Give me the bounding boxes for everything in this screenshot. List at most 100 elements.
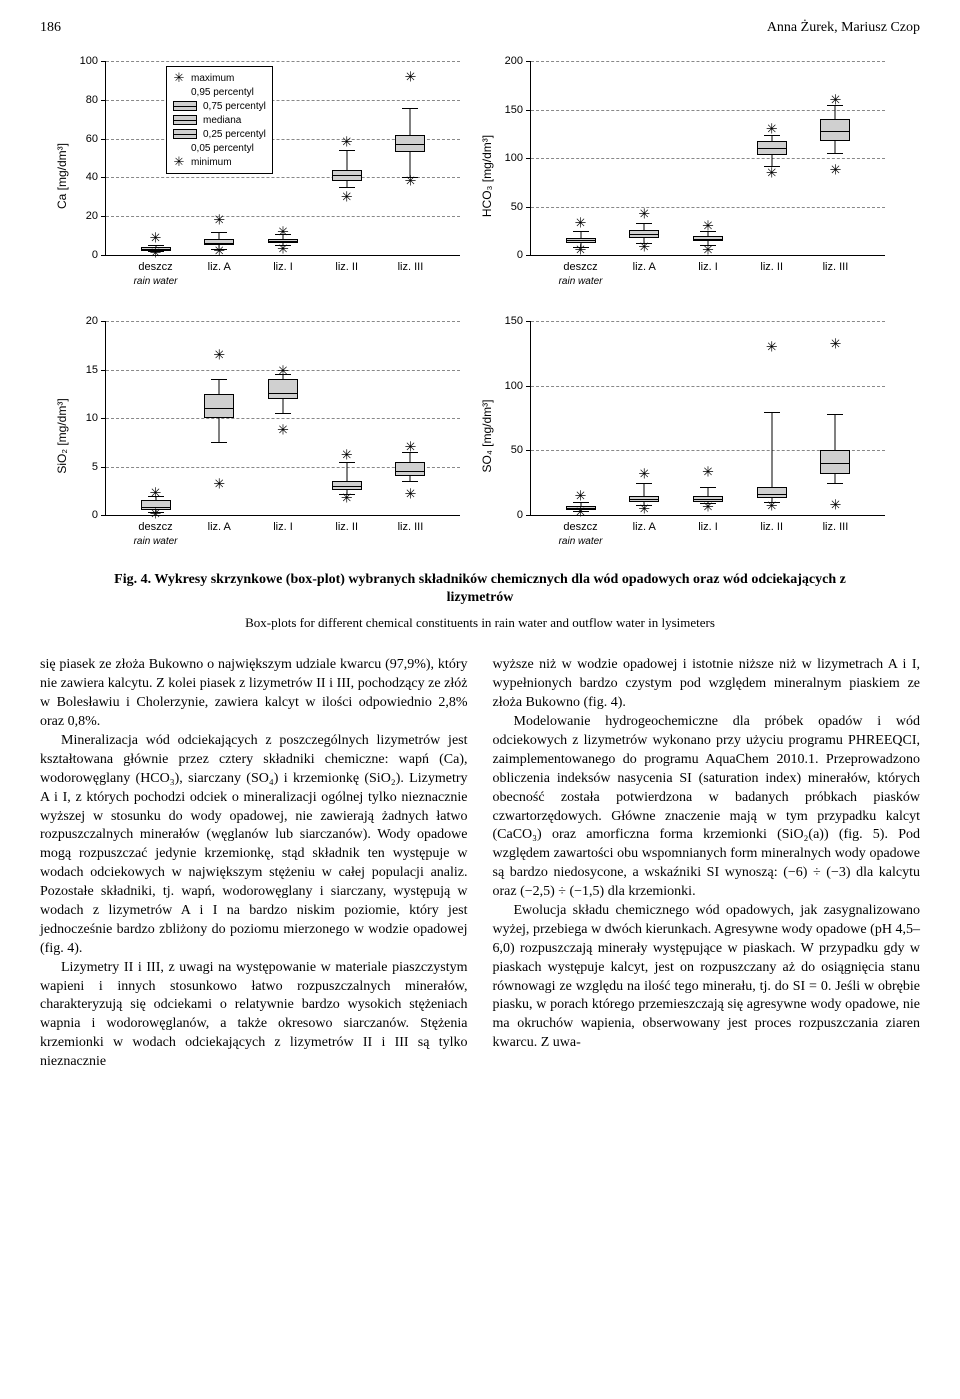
figure-subcaption: Box-plots for different chemical constit… [40,615,920,631]
outlier-star: ✳ [575,242,587,259]
page-header: 186 Anna Żurek, Mariusz Czop [40,20,920,36]
xtick-label: liz. II [335,261,358,273]
outlier-star: ✳ [277,241,289,258]
ytick-label: 100 [80,55,98,67]
legend-label: 0,95 percentyl [191,87,254,98]
xtick-label: liz. I [273,521,293,533]
outlier-star: ✳ [150,245,162,262]
plot-area: 05101520deszczrain waterliz. Aliz. Iliz.… [105,321,460,516]
boxplot-box [757,487,787,499]
outlier-star: ✳ [341,188,353,205]
ylabel: HCO₃ [mg/dm³] [480,135,494,217]
xtick-sublabel: rain water [134,536,178,547]
outlier-star: ✳ [150,484,162,501]
outlier-star: ✳ [766,164,778,181]
paragraph: Mineralizacja wód odciekających z poszcz… [40,732,468,959]
xtick-label: deszcz [563,261,597,273]
outlier-star: ✳ [766,497,778,514]
outlier-star: ✳ [575,214,587,231]
paragraph: Ewolucja składu chemicznego wód opadowyc… [493,902,921,1053]
outlier-star: ✳ [702,217,714,234]
xtick-label: liz. II [760,261,783,273]
xtick-label: liz. I [698,261,718,273]
ylabel: SiO₂ [mg/dm³] [55,398,69,473]
outlier-star: ✳ [702,242,714,259]
ytick-label: 0 [517,249,523,261]
ytick-label: 100 [505,152,523,164]
outlier-star: ✳ [213,475,225,492]
outlier-star: ✳ [638,500,650,517]
outlier-star: ✳ [277,363,289,380]
ytick-label: 80 [86,94,98,106]
xtick-label: liz. A [208,521,231,533]
figure-caption: Fig. 4. Wykresy skrzynkowe (box-plot) wy… [80,571,880,607]
ytick-label: 50 [511,444,523,456]
ytick-label: 10 [86,412,98,424]
xtick-label: liz. A [633,261,656,273]
xtick-sublabel: rain water [559,536,603,547]
boxplot-box [757,141,787,156]
boxplot-box [395,462,425,477]
xtick-label: liz. II [760,521,783,533]
boxplot-box [629,230,659,238]
ytick-label: 200 [505,55,523,67]
column-left: się piasek ze złoża Bukowno o największy… [40,656,468,1072]
ytick-label: 50 [511,201,523,213]
ytick-label: 0 [517,509,523,521]
boxplot-box [820,119,850,140]
outlier-star: ✳ [638,465,650,482]
xtick-label: deszcz [138,261,172,273]
ytick-label: 20 [86,315,98,327]
paragraph: Lizymetry II i III, z uwagi na występowa… [40,959,468,1072]
legend-label: minimum [191,157,232,168]
chart-hco3: HCO₃ [mg/dm³]050100150200deszczrain wate… [495,56,890,296]
ytick-label: 5 [92,461,98,473]
paragraph: się piasek ze złoża Bukowno o największy… [40,656,468,732]
outlier-star: ✳ [830,336,842,353]
xtick-label: deszcz [138,521,172,533]
paragraph: Modelowanie hydrogeochemiczne dla próbek… [493,713,921,902]
outlier-star: ✳ [213,212,225,229]
outlier-star: ✳ [277,223,289,240]
xtick-label: liz. I [698,521,718,533]
ylabel: Ca [mg/dm³] [55,143,69,209]
legend-label: 0,75 percentyl [203,101,266,112]
ytick-label: 60 [86,133,98,145]
boxplot-box [204,394,234,418]
column-right: wyższe niż w wodzie opadowej i istotnie … [493,656,921,1072]
boxplot-box [693,236,723,242]
xtick-label: liz. III [823,261,849,273]
outlier-star: ✳ [213,346,225,363]
outlier-star: ✳ [405,68,417,85]
xtick-sublabel: rain water [134,276,178,287]
outlier-star: ✳ [766,120,778,137]
outlier-star: ✳ [277,421,289,438]
ytick-label: 0 [92,249,98,261]
outlier-star: ✳ [150,506,162,523]
outlier-star: ✳ [575,504,587,521]
ylabel: SO₄ [mg/dm³] [480,400,494,473]
figure-label: Fig. 4. Wykresy skrzynkowe (box-plot) wy… [114,572,846,605]
xtick-label: liz. III [823,521,849,533]
outlier-star: ✳ [341,134,353,151]
outlier-star: ✳ [830,161,842,178]
outlier-star: ✳ [766,338,778,355]
authors: Anna Żurek, Mariusz Czop [767,20,920,36]
plot-area: 050100150200deszczrain waterliz. Aliz. I… [530,61,885,256]
xtick-label: liz. III [398,521,424,533]
ytick-label: 150 [505,104,523,116]
boxplot-box [820,450,850,473]
outlier-star: ✳ [702,499,714,516]
outlier-star: ✳ [405,173,417,190]
ytick-label: 15 [86,364,98,376]
outlier-star: ✳ [702,464,714,481]
outlier-star: ✳ [341,446,353,463]
xtick-label: liz. I [273,261,293,273]
outlier-star: ✳ [638,239,650,256]
legend-label: maximum [191,73,234,84]
boxplot-box [395,135,425,152]
outlier-star: ✳ [150,229,162,246]
charts-grid: Ca [mg/dm³]020406080100deszczrain waterl… [70,56,890,556]
ytick-label: 40 [86,171,98,183]
plot-area: 050100150deszczrain waterliz. Aliz. Iliz… [530,321,885,516]
